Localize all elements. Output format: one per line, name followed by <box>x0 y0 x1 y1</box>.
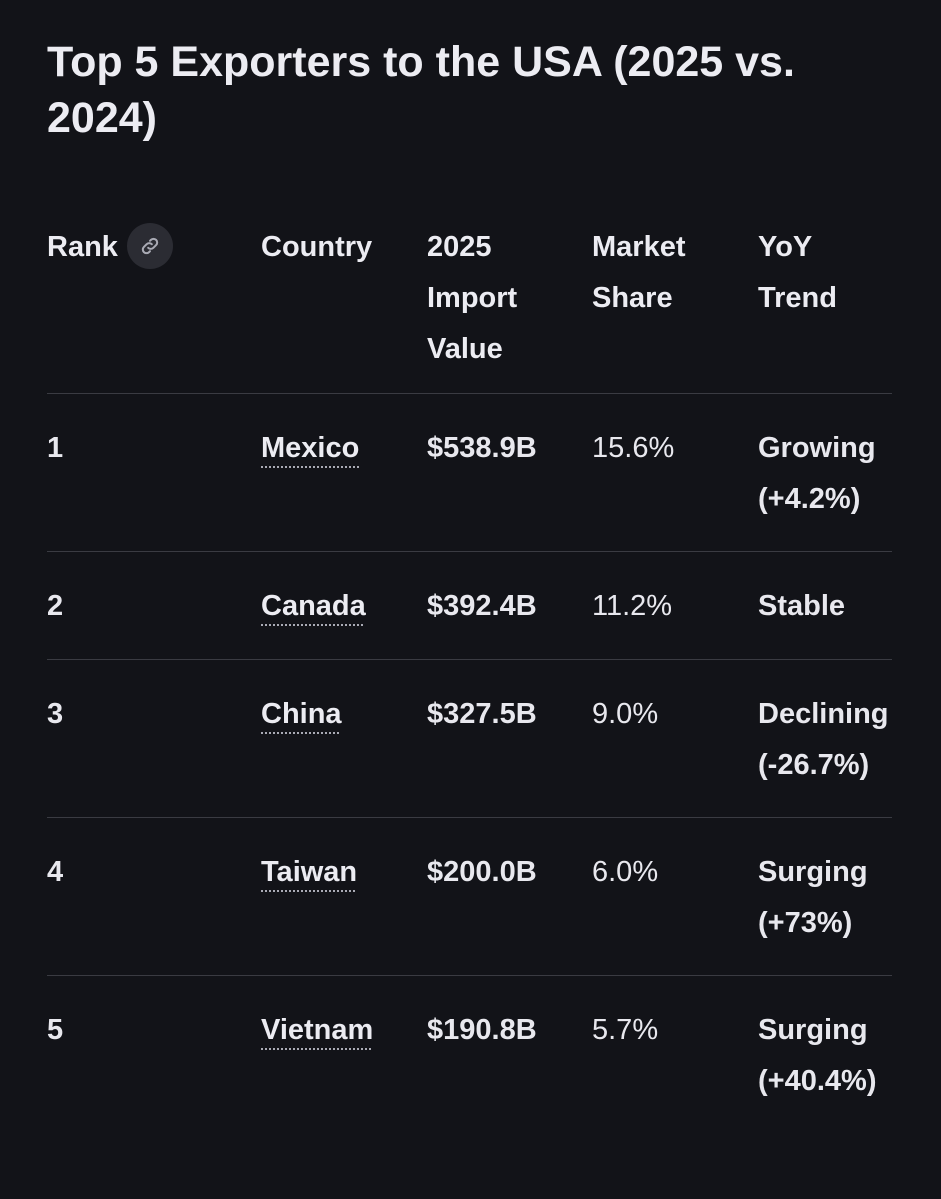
header-market-share-line1: Market <box>592 231 686 263</box>
trend-change: (+4.2%) <box>758 483 861 515</box>
rank-cell: 5 <box>47 1014 64 1046</box>
trend-change: (+73%) <box>758 907 853 939</box>
country-link[interactable]: Taiwan <box>261 856 358 888</box>
market-share-cell: 11.2% <box>592 590 673 622</box>
header-import-value-line2: Import <box>427 282 518 314</box>
market-share-cell: 9.0% <box>592 698 659 730</box>
import-value-cell: $200.0B <box>427 856 537 888</box>
header-import-value-line1: 2025 <box>427 231 492 263</box>
table-header: Rank Country 2025 Import Value Market Sh… <box>47 222 892 394</box>
trend-label: Surging <box>758 1014 868 1046</box>
header-yoy-trend: YoY Trend <box>758 222 898 324</box>
country-link[interactable]: Mexico <box>261 432 360 464</box>
table-row: 1 Mexico $538.9B 15.6% Growing (+4.2%) <box>47 394 892 552</box>
table-row: 5 Vietnam $190.8B 5.7% Surging (+40.4%) <box>47 976 892 1133</box>
table-row: 3 China $327.5B 9.0% Declining (-26.7%) <box>47 660 892 818</box>
country-link[interactable]: Canada <box>261 590 366 622</box>
copy-link-button[interactable] <box>127 223 173 269</box>
header-market-share: Market Share <box>592 222 742 324</box>
country-cell: Canada <box>261 581 411 632</box>
exporters-table: Rank Country 2025 Import Value Market Sh… <box>47 222 892 1133</box>
trend-label: Declining <box>758 698 889 730</box>
trend-change: (+40.4%) <box>758 1065 877 1097</box>
table-row: 2 Canada $392.4B 11.2% Stable <box>47 552 892 660</box>
market-share-cell: 15.6% <box>592 432 675 464</box>
rank-cell: 2 <box>47 590 64 622</box>
table-row: 4 Taiwan $200.0B 6.0% Surging (+73%) <box>47 818 892 976</box>
country-link[interactable]: Vietnam <box>261 1014 374 1046</box>
country-cell: China <box>261 689 411 740</box>
trend-cell: Stable <box>758 581 898 632</box>
market-share-cell: 5.7% <box>592 1014 659 1046</box>
trend-cell: Declining (-26.7%) <box>758 689 898 791</box>
country-cell: Mexico <box>261 423 411 474</box>
trend-label: Growing <box>758 432 876 464</box>
import-value-cell: $190.8B <box>427 1014 537 1046</box>
trend-cell: Growing (+4.2%) <box>758 423 898 525</box>
rank-cell: 4 <box>47 856 64 888</box>
trend-change: (-26.7%) <box>758 749 870 781</box>
trend-cell: Surging (+73%) <box>758 847 898 949</box>
country-cell: Vietnam <box>261 1005 411 1056</box>
country-cell: Taiwan <box>261 847 411 898</box>
rank-cell: 1 <box>47 432 64 464</box>
header-import-value: 2025 Import Value <box>427 222 577 375</box>
page-title: Top 5 Exporters to the USA (2025 vs. 202… <box>47 38 795 142</box>
header-market-share-line2: Share <box>592 282 673 314</box>
rank-cell: 3 <box>47 698 64 730</box>
header-import-value-line3: Value <box>427 333 503 365</box>
header-yoy-trend-line1: YoY <box>758 231 813 263</box>
header-rank-label: Rank <box>47 231 118 263</box>
trend-label: Surging <box>758 856 868 888</box>
country-link[interactable]: China <box>261 698 342 730</box>
link-icon <box>141 237 159 255</box>
import-value-cell: $538.9B <box>427 432 537 464</box>
market-share-cell: 6.0% <box>592 856 659 888</box>
header-yoy-trend-line2: Trend <box>758 282 837 314</box>
trend-label: Stable <box>758 590 846 622</box>
header-country: Country <box>261 231 373 263</box>
import-value-cell: $327.5B <box>427 698 537 730</box>
import-value-cell: $392.4B <box>427 590 537 622</box>
trend-cell: Surging (+40.4%) <box>758 1005 898 1107</box>
